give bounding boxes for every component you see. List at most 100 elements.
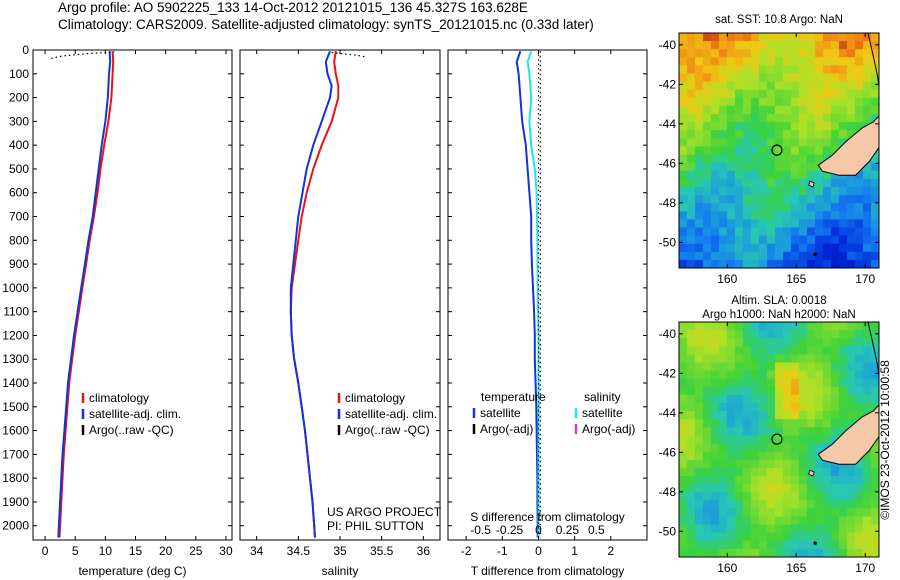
- heatmap-cell: [839, 484, 848, 493]
- heatmap-cell: [871, 451, 879, 461]
- heatmap-cell: [751, 57, 760, 66]
- heatmap-cell: [719, 435, 728, 445]
- heatmap-cell: [743, 89, 752, 99]
- y-tick-label: -40: [659, 38, 677, 52]
- heatmap-cell: [695, 73, 704, 83]
- heatmap-cell: [727, 33, 736, 42]
- heatmap-cell: [831, 219, 840, 229]
- map-title: sat. SST: 10.8 Argo: NaN: [715, 14, 843, 26]
- heatmap-cell: [695, 524, 704, 534]
- heatmap-cell: [791, 338, 800, 347]
- heatmap-cell: [759, 394, 768, 404]
- heatmap-cell: [855, 370, 864, 380]
- heatmap-cell: [799, 227, 808, 237]
- heatmap-cell: [791, 427, 800, 436]
- heatmap-cell: [759, 508, 768, 518]
- heatmap-cell: [711, 532, 720, 542]
- heatmap-cell: [815, 243, 824, 253]
- heatmap-cell: [687, 122, 696, 131]
- heatmap-cell: [767, 524, 776, 534]
- heatmap-cell: [767, 403, 776, 412]
- heatmap-cell: [783, 97, 792, 107]
- heatmap-cell: [823, 484, 832, 493]
- heatmap-cell: [807, 235, 816, 245]
- heatmap-cell: [687, 330, 696, 339]
- heatmap-cell: [735, 394, 744, 404]
- heatmap-cell: [735, 219, 744, 229]
- heatmap-cell: [767, 243, 776, 253]
- heatmap-cell: [767, 105, 776, 115]
- heatmap-cell: [855, 243, 864, 253]
- heatmap-cell: [807, 203, 816, 212]
- heatmap-cell: [711, 259, 720, 268]
- heatmap-cell: [847, 65, 856, 75]
- heatmap-cell: [839, 427, 848, 436]
- heatmap-cell: [839, 187, 848, 196]
- heatmap-cell: [823, 386, 832, 396]
- heatmap-cell: [711, 33, 720, 42]
- heatmap-cell: [791, 227, 800, 237]
- heatmap-cell: [767, 516, 776, 526]
- heatmap-cell: [719, 170, 728, 180]
- heatmap-cell: [695, 451, 704, 461]
- heatmap-cell: [735, 227, 744, 237]
- heatmap-cell: [831, 378, 840, 388]
- heatmap-cell: [727, 443, 736, 453]
- heatmap-cell: [767, 540, 776, 550]
- x-tick-label: 5: [72, 544, 79, 558]
- heatmap-cell: [719, 146, 728, 156]
- heatmap-cell: [775, 162, 784, 172]
- heatmap-cell: [791, 459, 800, 469]
- heatmap-cell: [863, 219, 872, 229]
- heatmap-cell: [783, 33, 792, 42]
- y-tick-label: -50: [659, 524, 677, 538]
- heatmap-cell: [799, 322, 808, 331]
- heatmap-cell: [783, 122, 792, 131]
- heatmap-cell: [743, 540, 752, 550]
- heatmap-cell: [791, 508, 800, 518]
- heatmap-cell: [695, 89, 704, 99]
- heatmap-cell: [831, 114, 840, 123]
- heatmap-cell: [703, 178, 712, 188]
- heatmap-cell: [727, 219, 736, 229]
- heatmap-cell: [855, 235, 864, 245]
- heatmap-cell: [751, 492, 760, 501]
- heatmap-cell: [759, 122, 768, 131]
- heatmap-cell: [727, 195, 736, 204]
- heatmap-cell: [847, 41, 856, 50]
- heatmap-cell: [679, 467, 688, 477]
- heatmap-cell: [823, 219, 832, 229]
- heatmap-cell: [863, 459, 872, 469]
- heatmap-cell: [807, 492, 816, 501]
- heatmap-cell: [855, 346, 864, 355]
- heatmap-cell: [695, 203, 704, 212]
- heatmap-cell: [719, 81, 728, 91]
- heatmap-cell: [687, 130, 696, 139]
- heatmap-cell: [711, 178, 720, 188]
- heatmap-cell: [767, 195, 776, 204]
- y-tick-label: 1900: [2, 495, 29, 509]
- heatmap-cell: [703, 354, 712, 364]
- heatmap-cell: [703, 362, 712, 372]
- heatmap-cell: [847, 354, 856, 364]
- heatmap-cell: [807, 427, 816, 436]
- heatmap-cell: [831, 235, 840, 245]
- heatmap-cell: [815, 57, 824, 66]
- heatmap-cell: [831, 49, 840, 58]
- heatmap-cell: [815, 322, 824, 331]
- heatmap-cell: [807, 170, 816, 180]
- heatmap-cell: [847, 203, 856, 212]
- heatmap-cell: [711, 354, 720, 364]
- heatmap-cell: [743, 411, 752, 420]
- heatmap-cell: [863, 484, 872, 493]
- heatmap-cell: [839, 516, 848, 526]
- heatmap-cell: [839, 476, 848, 485]
- heatmap-cell: [727, 435, 736, 445]
- heatmap-cell: [783, 114, 792, 123]
- heatmap-cell: [791, 476, 800, 485]
- heatmap-cell: [791, 33, 800, 42]
- heatmap-cell: [719, 65, 728, 75]
- x-tick-label: 34.5: [287, 544, 311, 558]
- heatmap-cell: [799, 97, 808, 107]
